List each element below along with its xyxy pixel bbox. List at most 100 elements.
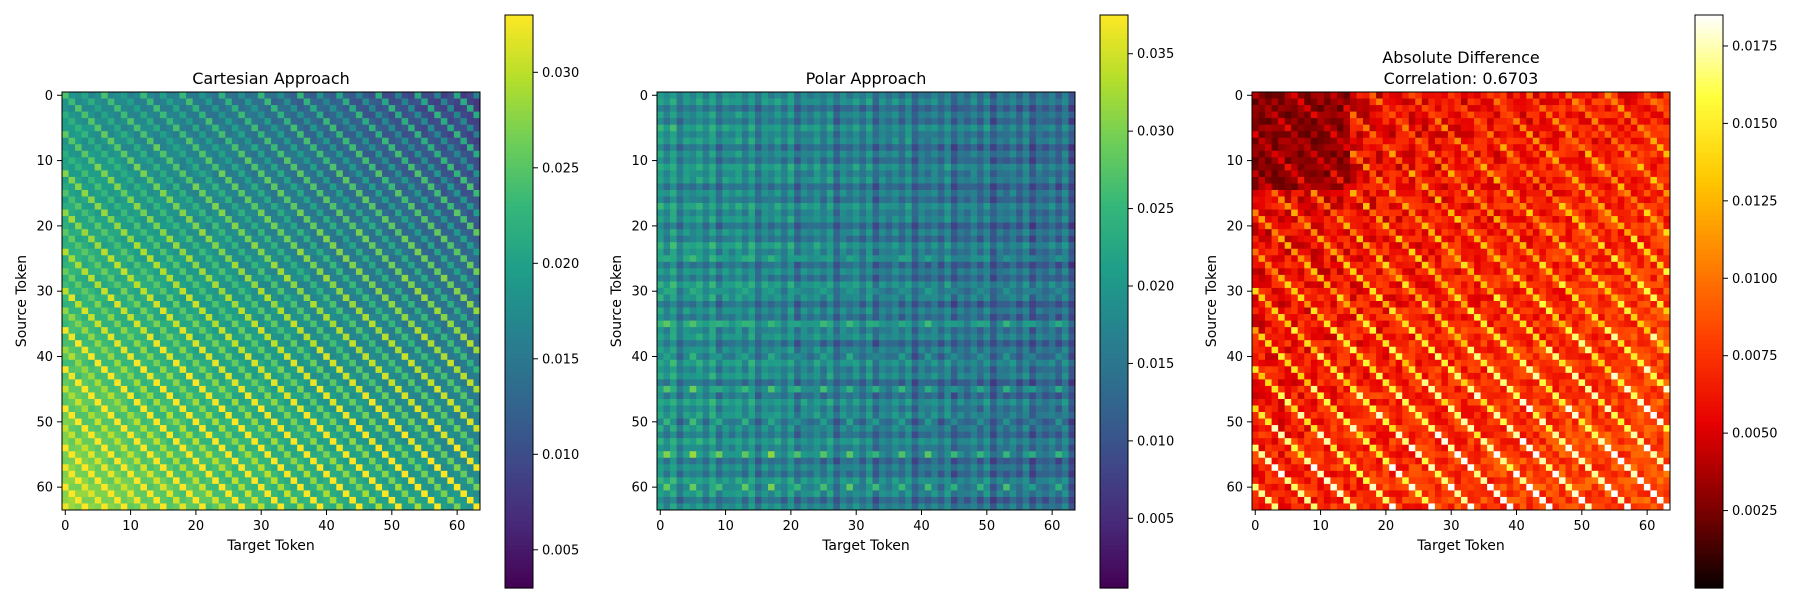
heatmap-cell: [114, 379, 122, 387]
heatmap-cell: [761, 150, 769, 158]
heatmap-cell: [453, 281, 461, 289]
heatmap-cell: [414, 366, 422, 374]
heatmap-cell: [329, 490, 337, 498]
x-tick-label: 30: [253, 519, 270, 534]
heatmap-cell: [316, 268, 324, 276]
heatmap-cell: [395, 333, 403, 341]
heatmap-cell: [251, 124, 259, 132]
heatmap-cell: [297, 301, 305, 308]
heatmap-cell: [159, 418, 167, 426]
heatmap-cell: [453, 392, 461, 400]
heatmap-cell: [1009, 157, 1017, 165]
heatmap-cell: [421, 490, 429, 498]
heatmap-cell: [159, 196, 167, 204]
heatmap-cell: [62, 229, 69, 237]
heatmap-cell: [120, 222, 128, 230]
heatmap-cell: [205, 379, 213, 387]
colorbar-segment: [505, 244, 533, 250]
heatmap-cell: [440, 124, 448, 132]
heatmap-cell: [238, 209, 246, 217]
heatmap-cell: [218, 144, 226, 152]
heatmap-cell: [159, 157, 167, 165]
heatmap-cell: [787, 131, 795, 139]
heatmap-cell: [362, 431, 370, 439]
heatmap-cell: [81, 477, 89, 485]
x-ticks: 0 10 20 30 40 50 60: [61, 510, 465, 534]
heatmap-cell: [427, 274, 435, 282]
colorbar-segment: [505, 129, 533, 135]
heatmap-cell: [375, 216, 383, 224]
heatmap-cell: [813, 157, 821, 165]
heatmap-cell: [323, 457, 331, 465]
heatmap-cell: [349, 379, 357, 387]
heatmap-cell: [728, 124, 736, 132]
heatmap-cell: [401, 477, 409, 485]
heatmap-cell: [329, 268, 337, 276]
heatmap-cell: [460, 346, 468, 354]
heatmap-cell: [133, 203, 141, 210]
heatmap-cell: [388, 307, 396, 315]
heatmap-cell: [310, 320, 318, 328]
heatmap-cell: [238, 385, 246, 393]
heatmap-cell: [983, 144, 991, 152]
heatmap-cell: [447, 144, 455, 152]
heatmap-cell: [414, 346, 422, 354]
heatmap-cell: [133, 157, 141, 165]
heatmap-cell: [852, 118, 860, 126]
heatmap-cell: [1022, 124, 1030, 132]
heatmap-cell: [447, 131, 455, 139]
heatmap-cell: [807, 124, 815, 132]
heatmap-cell: [323, 353, 331, 361]
heatmap-cell: [238, 183, 246, 191]
heatmap-cell: [408, 425, 416, 433]
heatmap-cell: [310, 196, 318, 204]
heatmap-cell: [179, 425, 187, 433]
heatmap-cell: [75, 307, 82, 315]
y-tick-label: 40: [36, 350, 53, 365]
heatmap-cell: [362, 398, 370, 406]
heatmap-cell: [427, 490, 435, 498]
heatmap-cell: [271, 92, 278, 99]
heatmap-cell: [192, 157, 200, 165]
heatmap-cell: [473, 105, 481, 112]
heatmap-cell: [355, 405, 363, 413]
heatmap-cell: [310, 131, 318, 139]
heatmap-cell: [101, 301, 109, 308]
heatmap-cell: [146, 431, 154, 439]
heatmap-cell: [689, 157, 697, 165]
heatmap-cell: [316, 281, 324, 289]
heatmap-cell: [957, 105, 965, 112]
heatmap-cell: [355, 451, 363, 459]
heatmap-cell: [199, 490, 207, 498]
heatmap-cell: [453, 340, 461, 348]
heatmap-cell: [434, 398, 442, 406]
heatmap-cell: [75, 222, 82, 230]
heatmap-cell: [1022, 144, 1030, 152]
heatmap-cell: [388, 287, 396, 295]
heatmap-cell: [159, 412, 167, 419]
heatmap-cell: [297, 405, 305, 413]
heatmap-cell: [453, 483, 461, 491]
heatmap-cell: [297, 431, 305, 439]
heatmap-cell: [166, 150, 174, 158]
heatmap-cell: [107, 346, 115, 354]
heatmap-cell: [192, 431, 200, 439]
heatmap-cell: [173, 398, 180, 406]
heatmap-cell: [355, 150, 363, 158]
heatmap-cell: [715, 144, 723, 152]
heatmap-cell: [362, 405, 370, 413]
heatmap-cell: [153, 314, 161, 321]
heatmap-cell: [271, 287, 278, 295]
heatmap-cell: [414, 203, 422, 210]
colorbar-segment: [505, 253, 533, 260]
heatmap-cell: [264, 196, 272, 204]
heatmap-cell: [349, 229, 357, 237]
heatmap-cell: [179, 189, 187, 197]
heatmap-cell: [238, 196, 246, 204]
heatmap-cell: [173, 314, 180, 321]
heatmap-cell: [421, 137, 429, 145]
heatmap-cell: [349, 359, 357, 367]
heatmap-cell: [271, 470, 278, 478]
heatmap-cell: [414, 98, 422, 106]
heatmap-cell: [68, 242, 76, 250]
